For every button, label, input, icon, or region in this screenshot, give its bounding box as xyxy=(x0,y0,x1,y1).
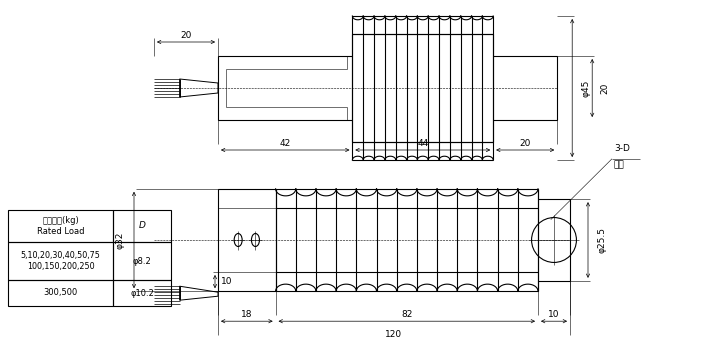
Text: 20: 20 xyxy=(519,139,531,147)
Text: 300,500: 300,500 xyxy=(43,288,78,298)
Text: φ45: φ45 xyxy=(582,79,591,97)
Bar xyxy=(494,56,557,120)
Text: 10: 10 xyxy=(548,310,560,319)
Text: φ8.2: φ8.2 xyxy=(132,257,151,265)
Bar xyxy=(218,189,275,291)
Bar xyxy=(8,210,113,242)
Text: 44: 44 xyxy=(417,139,428,147)
Text: 通孔: 通孔 xyxy=(614,160,625,169)
Bar xyxy=(113,242,171,280)
Text: φ32: φ32 xyxy=(116,231,125,249)
Text: φ25.5: φ25.5 xyxy=(597,227,606,253)
Text: 3-D: 3-D xyxy=(614,144,630,153)
Bar xyxy=(113,280,171,306)
Bar xyxy=(8,280,113,306)
Text: 82: 82 xyxy=(401,310,412,319)
Text: 20: 20 xyxy=(600,82,609,94)
Bar xyxy=(8,242,113,280)
Text: 18: 18 xyxy=(241,310,252,319)
Text: 120: 120 xyxy=(386,330,402,339)
Bar xyxy=(218,56,353,120)
Bar xyxy=(113,210,171,242)
Text: 額定載荷(kg)
Rated Load: 額定載荷(kg) Rated Load xyxy=(36,216,84,236)
Text: 20: 20 xyxy=(180,31,191,40)
Text: 10: 10 xyxy=(221,277,233,286)
Text: D: D xyxy=(139,221,145,231)
Text: φ10.2: φ10.2 xyxy=(130,288,154,298)
Text: 5,10,20,30,40,50,75
100,150,200,250: 5,10,20,30,40,50,75 100,150,200,250 xyxy=(20,251,100,271)
Text: 42: 42 xyxy=(280,139,291,147)
Bar xyxy=(538,199,570,281)
